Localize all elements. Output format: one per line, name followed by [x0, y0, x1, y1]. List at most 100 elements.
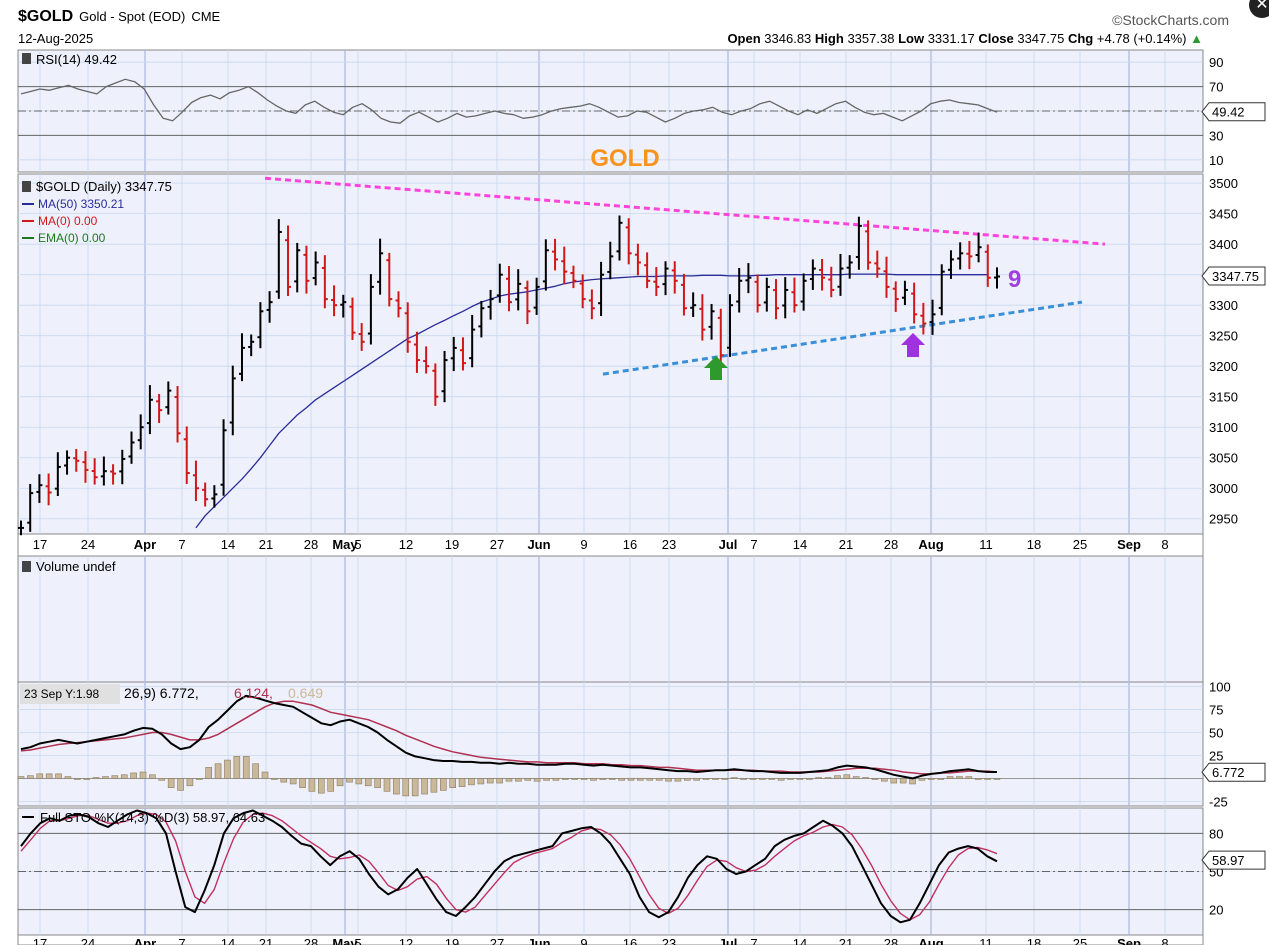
- price-bar: [183, 426, 190, 484]
- price-bar: [984, 244, 991, 287]
- x-tick-label: 27: [490, 537, 504, 552]
- y-tick-label: 3450: [1209, 207, 1238, 222]
- macd-histogram-bar: [580, 778, 588, 780]
- macd-histogram-bar: [674, 778, 682, 782]
- price-bar: [966, 240, 973, 270]
- macd-histogram-bar: [205, 767, 212, 779]
- price-bar: [54, 452, 61, 496]
- x-tick-label: 14: [221, 936, 235, 945]
- chart-date: 12-Aug-2025: [18, 31, 94, 46]
- price-bar: [192, 460, 199, 502]
- macd-histogram-bar: [815, 777, 822, 779]
- price-bar: [100, 456, 107, 486]
- x-tick-label: 9: [580, 936, 587, 945]
- y-tick-label: 3000: [1209, 481, 1238, 496]
- price-bar: [947, 250, 954, 279]
- macd-histogram-bar: [120, 774, 128, 779]
- brand-logo: ©StockCharts.com: [1112, 12, 1229, 28]
- price-legend-entry: MA(50) 3350.21: [38, 197, 124, 211]
- macd-histogram-bar: [881, 778, 888, 782]
- y-tick-label: 50: [1209, 726, 1223, 741]
- price-bar: [782, 277, 789, 319]
- price-bar: [579, 274, 586, 309]
- x-tick-label: 7: [178, 936, 185, 945]
- last-value-box: [1201, 102, 1266, 122]
- macd-histogram-bar: [937, 778, 944, 780]
- wave-count-label: 9: [1008, 266, 1021, 293]
- price-bar: [671, 261, 678, 294]
- price-bar: [64, 450, 71, 475]
- x-tick-label: 12: [399, 537, 413, 552]
- price-bar: [588, 289, 595, 320]
- x-tick-label: 21: [839, 537, 853, 552]
- price-bar: [220, 419, 227, 496]
- macd-histogram-bar: [505, 778, 513, 782]
- macd-histogram-bar: [421, 778, 428, 795]
- macd-histogram-bar: [702, 778, 710, 780]
- macd-histogram-bar: [993, 778, 1001, 780]
- price-bar: [892, 281, 899, 312]
- macd-histogram-bar: [806, 778, 813, 780]
- price-bar: [754, 274, 761, 313]
- price-bar: [137, 414, 144, 450]
- rsi-line: [20, 78, 998, 124]
- crosshair-tooltip: 23 Sep Y:1.98: [24, 687, 100, 701]
- price-bar: [82, 451, 89, 483]
- price-bar: [146, 385, 153, 435]
- macd-histogram-bar: [599, 778, 607, 780]
- price-bar: [653, 267, 660, 297]
- price-bar: [911, 282, 918, 324]
- sto-k-line: [20, 809, 998, 924]
- x-tick-label: 25: [1073, 936, 1087, 945]
- price-bar: [736, 267, 743, 313]
- x-tick-label: Jul: [719, 936, 738, 945]
- macd-histogram-bar: [712, 778, 719, 780]
- x-tick-label: 19: [445, 936, 459, 945]
- x-tick-label: 17: [33, 936, 47, 945]
- price-bar: [745, 263, 752, 294]
- price-bar: [920, 302, 927, 335]
- y-tick-label: 70: [1209, 80, 1223, 95]
- macd-histogram-bar: [515, 778, 522, 782]
- price-bar: [819, 258, 826, 291]
- macd-histogram-bar: [308, 778, 316, 792]
- macd-histogram-bar: [177, 778, 184, 791]
- macd-histogram-bar: [440, 778, 447, 791]
- low-value: 3331.17: [927, 31, 975, 46]
- chart-title: GOLD: [590, 145, 659, 172]
- macd-histogram-bar: [36, 773, 44, 779]
- x-tick-label: 28: [304, 936, 318, 945]
- x-tick-label: 8: [1161, 537, 1168, 552]
- macd-histogram-bar: [196, 778, 203, 780]
- macd-histogram-bar: [768, 778, 776, 780]
- x-tick-label: 21: [259, 936, 273, 945]
- price-bar: [36, 474, 43, 503]
- price-bar: [303, 245, 310, 294]
- price-bar: [690, 292, 697, 317]
- sto-d-line: [20, 812, 998, 921]
- price-bar: [128, 431, 135, 464]
- x-tick-label: May: [332, 936, 358, 945]
- last-value-label: 6.772: [1212, 765, 1245, 780]
- price-bar: [27, 483, 34, 532]
- last-value-box: [1201, 266, 1266, 286]
- last-value-label: 49.42: [1212, 105, 1245, 120]
- ma50-line: [195, 273, 988, 529]
- y-tick-label: 3400: [1209, 237, 1238, 252]
- volume-legend: Volume undef: [36, 559, 116, 574]
- macd-histogram-bar: [167, 778, 175, 788]
- crosshair-tooltip-bg: [20, 684, 120, 704]
- close-icon[interactable]: ✕: [1249, 0, 1269, 18]
- macd-histogram-bar: [383, 778, 391, 792]
- macd-histogram-bar: [562, 778, 569, 780]
- chg-label: Chg: [1067, 31, 1094, 46]
- x-tick-label: 9: [580, 537, 587, 552]
- close-label: Close: [978, 31, 1014, 46]
- macd-histogram-bar: [214, 763, 222, 779]
- last-value-label: 58.97: [1212, 853, 1245, 868]
- macd-histogram-bar: [27, 775, 34, 779]
- price-bar: [358, 323, 365, 351]
- open-label: Open: [727, 31, 761, 46]
- x-tick-label: 16: [623, 936, 637, 945]
- price-bar: [404, 302, 411, 353]
